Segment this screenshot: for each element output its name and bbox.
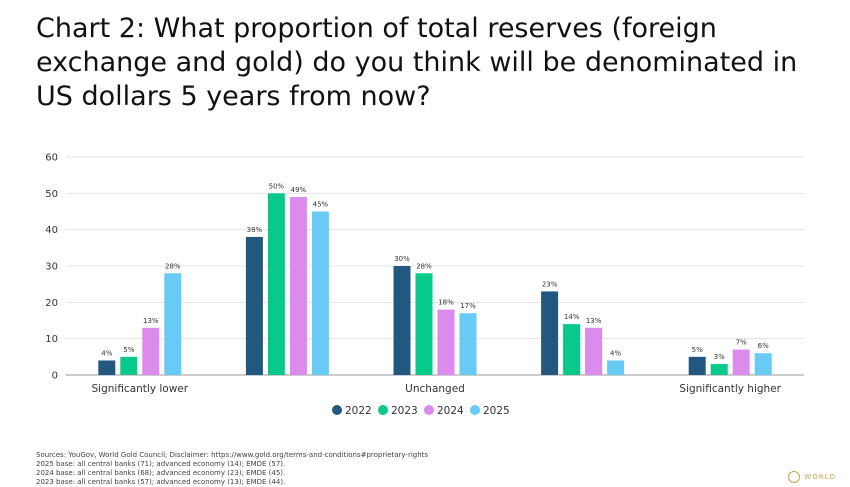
data-label: 13%	[586, 317, 602, 325]
data-label: 7%	[736, 339, 747, 347]
legend-marker-2025	[470, 405, 480, 415]
bar-2024	[732, 349, 750, 375]
bar-chart: 0 10 20 30 40 50 60 4% 5% 13% 28% 38% 50% 49% 45% 30% 2…	[45, 153, 804, 417]
bar-2023	[120, 356, 138, 375]
data-label: 30%	[394, 255, 410, 263]
category-label: Significantly higher	[679, 383, 781, 395]
data-label: 23%	[542, 280, 558, 288]
legend-label-2025: 2025	[483, 405, 510, 417]
data-label: 6%	[758, 342, 769, 350]
data-label: 28%	[165, 262, 181, 270]
legend-marker-2023	[378, 405, 388, 415]
data-label: 4%	[101, 349, 112, 357]
legend-label-2023: 2023	[391, 405, 418, 417]
data-label: 38%	[247, 226, 263, 234]
bar-2023	[563, 324, 581, 375]
data-label: 5%	[692, 346, 703, 354]
legend-marker-2022	[332, 405, 342, 415]
bar-2022	[393, 266, 411, 375]
y-tick-label: 40	[45, 225, 58, 236]
data-label: 49%	[291, 186, 307, 194]
chart-title: Chart 2: What proportion of total reserv…	[36, 13, 798, 112]
bar-2025	[607, 360, 625, 375]
bar-2024	[585, 327, 603, 375]
data-label: 4%	[610, 349, 621, 357]
legend-label-2024: 2024	[437, 405, 464, 417]
y-tick-label: 0	[52, 371, 58, 382]
data-label: 5%	[123, 346, 134, 354]
data-label: 13%	[143, 317, 159, 325]
bar-2022	[245, 236, 263, 375]
data-label: 17%	[460, 302, 476, 310]
footnote-sources: Sources: YouGov, World Gold Council; Dis…	[36, 451, 429, 459]
bars	[98, 193, 772, 375]
bar-2024	[142, 327, 160, 375]
data-label: 45%	[313, 201, 329, 209]
data-label: 3%	[714, 353, 725, 361]
bar-2022	[541, 291, 559, 375]
legend: 2022 2023 2024 2025	[332, 405, 510, 417]
y-tick-label: 10	[45, 334, 58, 345]
legend-marker-2024	[424, 405, 434, 415]
logo-icon	[788, 471, 801, 483]
y-tick-label: 60	[45, 153, 58, 164]
data-label: 18%	[438, 299, 454, 307]
data-label: 28%	[416, 262, 432, 270]
bar-2023	[267, 193, 285, 375]
category-label: Unchanged	[405, 383, 465, 395]
data-label: 50%	[269, 182, 285, 190]
footnotes: Sources: YouGov, World Gold Council; Dis…	[36, 451, 428, 487]
gridlines	[66, 156, 804, 376]
y-tick-label: 20	[45, 298, 58, 309]
data-labels: 4% 5% 13% 28% 38% 50% 49% 45% 30% 28% 18% 17% 23% 14%…	[101, 182, 769, 361]
y-tick-label: 50	[45, 189, 58, 200]
footnote-2023-base: 2023 base: all central banks (57); advan…	[36, 478, 286, 486]
footnote-2025-base: 2025 base: all central banks (71); advan…	[36, 460, 286, 468]
logo-text: WORLD	[804, 473, 836, 481]
bar-2025	[164, 273, 182, 375]
x-axis-categories: Significantly lower Unchanged Significantl…	[92, 383, 782, 395]
data-label: 14%	[564, 313, 580, 321]
footnote-2024-base: 2024 base: all central banks (68); advan…	[36, 469, 286, 477]
legend-label-2022: 2022	[345, 405, 372, 417]
bar-2025	[754, 353, 772, 375]
bar-2024	[289, 196, 307, 375]
world-gold-council-logo: WORLD	[788, 471, 836, 483]
bar-2023	[710, 364, 728, 375]
bar-2025	[459, 313, 477, 375]
bar-2024	[437, 309, 455, 375]
bar-2022	[688, 356, 706, 375]
bar-2023	[415, 273, 433, 375]
bar-2022	[98, 360, 116, 375]
y-tick-label: 30	[45, 262, 58, 273]
y-axis-ticks: 0 10 20 30 40 50 60	[45, 153, 58, 382]
category-label: Significantly lower	[92, 383, 189, 395]
bar-2025	[311, 211, 329, 375]
